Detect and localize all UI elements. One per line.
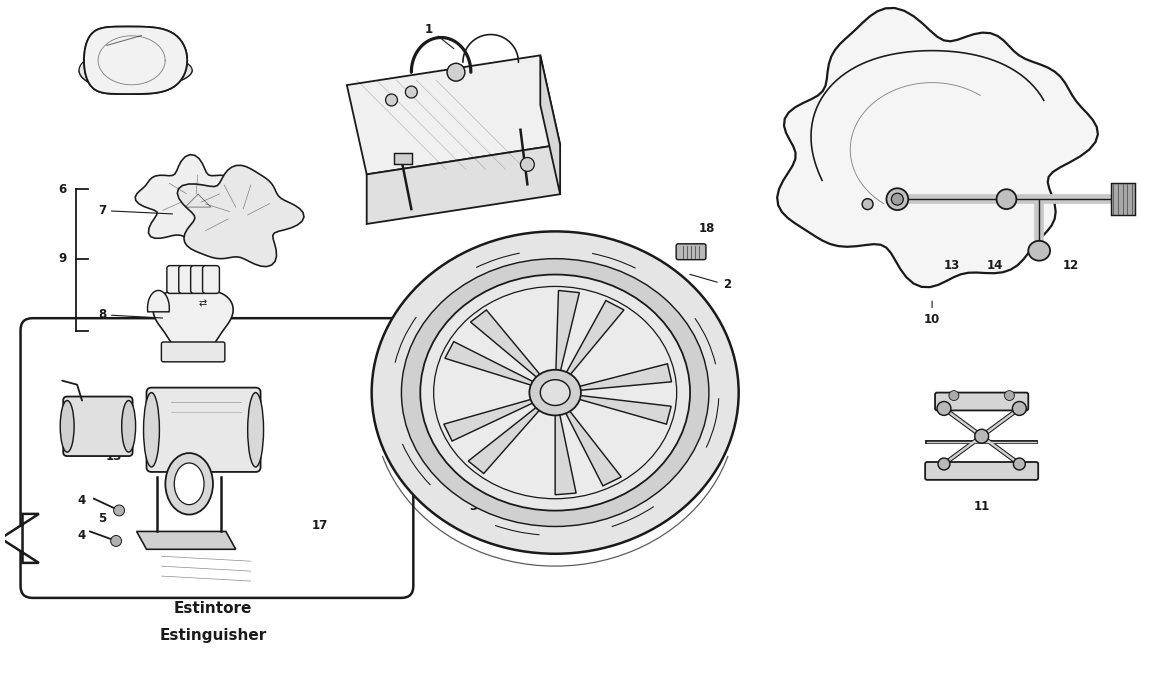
Text: 12: 12 bbox=[1063, 259, 1079, 272]
Circle shape bbox=[1013, 458, 1026, 470]
Text: 1: 1 bbox=[426, 23, 454, 48]
Polygon shape bbox=[555, 290, 580, 374]
Circle shape bbox=[114, 505, 124, 516]
Ellipse shape bbox=[997, 189, 1017, 209]
Polygon shape bbox=[565, 301, 624, 377]
Ellipse shape bbox=[60, 400, 74, 452]
Text: 18: 18 bbox=[699, 222, 715, 235]
Polygon shape bbox=[576, 395, 672, 424]
FancyBboxPatch shape bbox=[676, 244, 706, 260]
Circle shape bbox=[385, 94, 398, 106]
Polygon shape bbox=[84, 27, 187, 94]
Text: 13: 13 bbox=[944, 259, 960, 272]
Text: 2: 2 bbox=[690, 275, 730, 292]
Polygon shape bbox=[177, 165, 304, 266]
Polygon shape bbox=[564, 408, 621, 486]
Circle shape bbox=[521, 158, 535, 171]
Text: Estinguisher: Estinguisher bbox=[160, 628, 267, 643]
Text: 4: 4 bbox=[78, 494, 86, 507]
FancyBboxPatch shape bbox=[925, 462, 1038, 480]
Polygon shape bbox=[347, 55, 560, 174]
Text: 5: 5 bbox=[98, 512, 106, 525]
Text: Estintore: Estintore bbox=[174, 601, 252, 616]
Polygon shape bbox=[445, 342, 536, 387]
FancyBboxPatch shape bbox=[191, 266, 207, 294]
Bar bbox=[394, 152, 413, 165]
Polygon shape bbox=[470, 310, 543, 380]
Polygon shape bbox=[137, 531, 236, 549]
Text: 4: 4 bbox=[78, 529, 86, 542]
Text: ⇄: ⇄ bbox=[199, 298, 207, 308]
Polygon shape bbox=[777, 8, 1098, 287]
FancyBboxPatch shape bbox=[935, 393, 1028, 410]
Polygon shape bbox=[540, 55, 560, 194]
Circle shape bbox=[975, 430, 989, 443]
FancyBboxPatch shape bbox=[202, 266, 220, 294]
Polygon shape bbox=[153, 290, 233, 354]
Ellipse shape bbox=[247, 393, 263, 467]
Text: 7: 7 bbox=[98, 204, 172, 217]
Polygon shape bbox=[1, 514, 39, 563]
FancyBboxPatch shape bbox=[21, 318, 413, 598]
FancyBboxPatch shape bbox=[178, 266, 196, 294]
Polygon shape bbox=[79, 51, 192, 89]
Ellipse shape bbox=[122, 400, 136, 452]
Polygon shape bbox=[1111, 183, 1135, 215]
Circle shape bbox=[862, 199, 873, 210]
Circle shape bbox=[1012, 402, 1026, 415]
Text: 14: 14 bbox=[987, 259, 1003, 272]
Circle shape bbox=[1004, 391, 1014, 400]
Ellipse shape bbox=[1028, 241, 1050, 261]
Text: 6: 6 bbox=[59, 183, 67, 196]
Text: 9: 9 bbox=[59, 252, 67, 265]
Polygon shape bbox=[444, 398, 536, 441]
Text: 11: 11 bbox=[974, 500, 990, 513]
Ellipse shape bbox=[434, 286, 676, 499]
Ellipse shape bbox=[401, 259, 708, 527]
Text: 3: 3 bbox=[469, 474, 508, 513]
Text: 10: 10 bbox=[923, 301, 941, 326]
Circle shape bbox=[949, 391, 959, 400]
Circle shape bbox=[937, 402, 951, 415]
FancyBboxPatch shape bbox=[161, 342, 225, 362]
Text: 16: 16 bbox=[230, 440, 246, 453]
Text: 15: 15 bbox=[106, 450, 122, 463]
Circle shape bbox=[447, 64, 465, 81]
FancyBboxPatch shape bbox=[146, 388, 261, 472]
Ellipse shape bbox=[371, 232, 738, 554]
Polygon shape bbox=[136, 154, 247, 238]
Polygon shape bbox=[147, 290, 169, 312]
FancyBboxPatch shape bbox=[167, 266, 184, 294]
Polygon shape bbox=[468, 405, 542, 473]
Circle shape bbox=[938, 458, 950, 470]
Ellipse shape bbox=[166, 453, 213, 514]
Ellipse shape bbox=[529, 370, 581, 415]
Polygon shape bbox=[576, 364, 672, 391]
Polygon shape bbox=[555, 411, 576, 494]
Text: 17: 17 bbox=[312, 520, 328, 533]
Ellipse shape bbox=[175, 463, 204, 505]
Ellipse shape bbox=[891, 193, 903, 205]
Circle shape bbox=[110, 535, 122, 546]
Ellipse shape bbox=[540, 380, 570, 406]
FancyBboxPatch shape bbox=[63, 397, 132, 456]
Ellipse shape bbox=[144, 393, 160, 467]
Ellipse shape bbox=[420, 275, 690, 511]
Circle shape bbox=[406, 86, 417, 98]
Polygon shape bbox=[84, 27, 187, 94]
Text: 8: 8 bbox=[98, 308, 162, 321]
Ellipse shape bbox=[887, 189, 908, 210]
Polygon shape bbox=[367, 145, 560, 224]
